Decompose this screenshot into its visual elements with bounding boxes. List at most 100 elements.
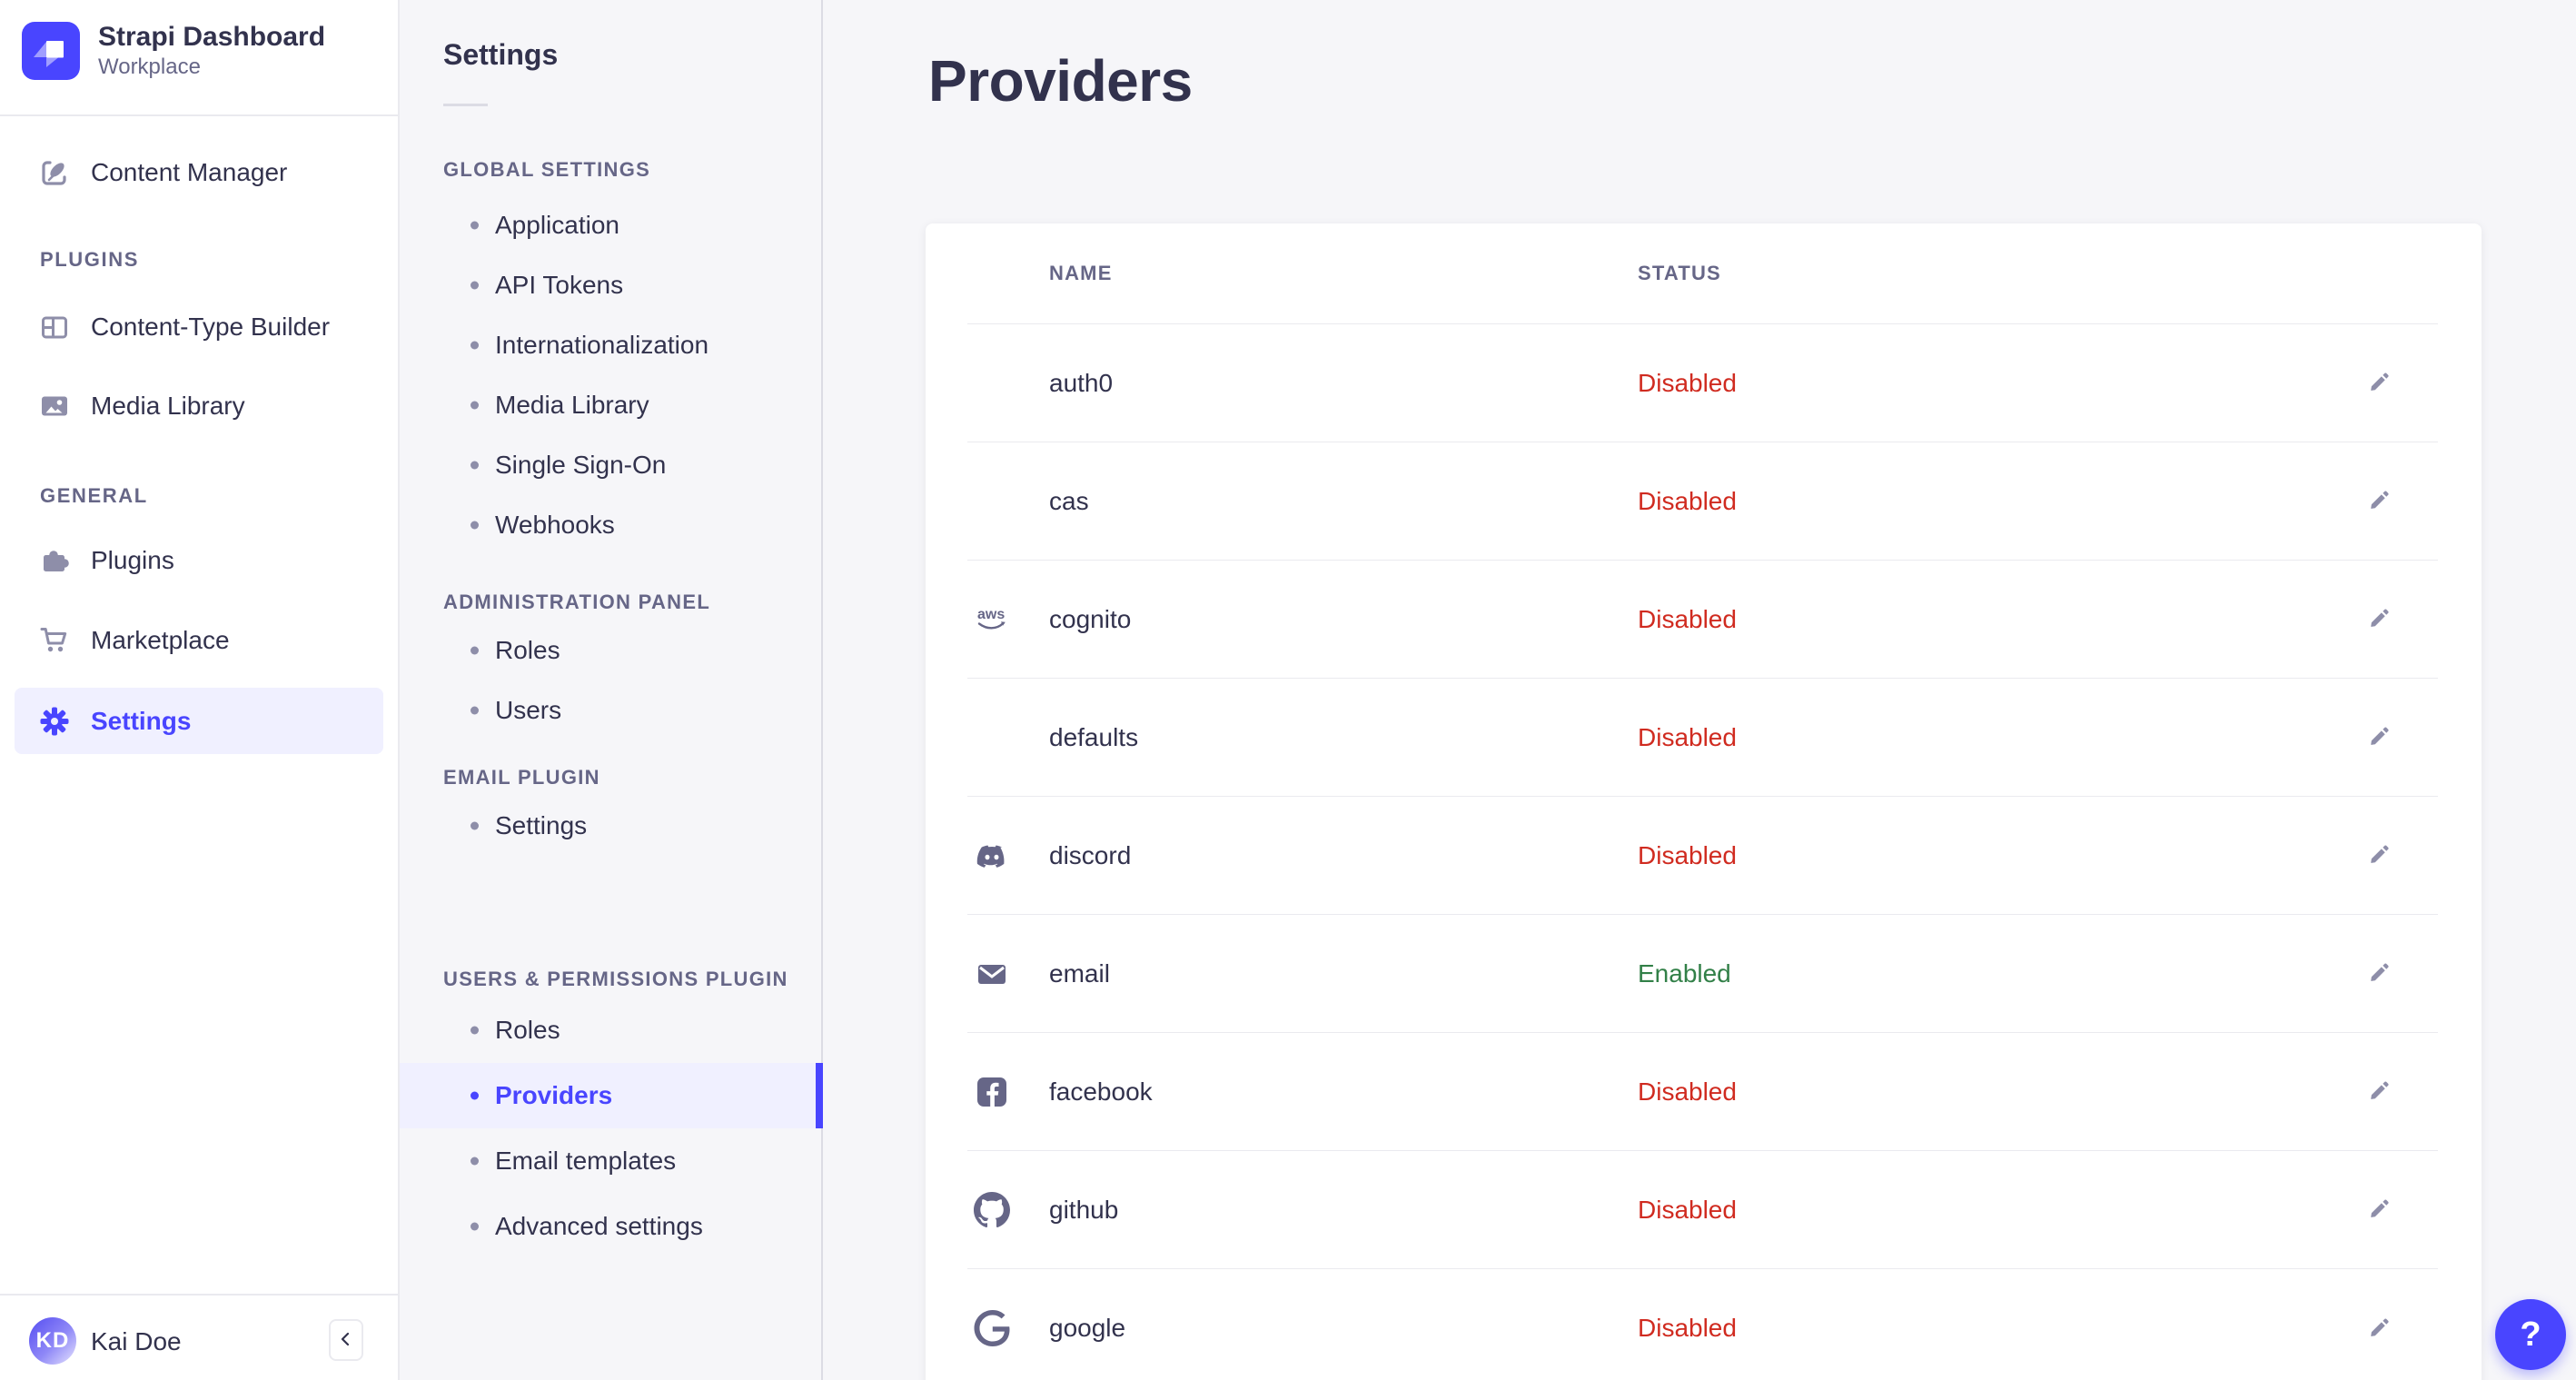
subnav-section-title: EMAIL PLUGIN: [443, 766, 600, 789]
edit-provider-button[interactable]: [2358, 834, 2402, 878]
subnav-item-label: Email templates: [495, 1147, 677, 1175]
edit-provider-button[interactable]: [2358, 1070, 2402, 1114]
user-name: Kai Doe: [91, 1327, 182, 1355]
provider-name: email: [1049, 958, 1110, 988]
subnav-item-label: Settings: [495, 811, 588, 839]
provider-row-cognito[interactable]: aws cognito Disabled: [967, 561, 2438, 679]
subnav-item-email-settings[interactable]: Settings: [400, 796, 821, 856]
bullet-icon: [471, 281, 479, 290]
sidebar-item-marketplace[interactable]: Marketplace: [0, 608, 398, 673]
status-badge: Disabled: [1638, 604, 1737, 633]
table-header-row: NAME STATUS: [967, 223, 2438, 324]
subnav-item-internationalization[interactable]: Internationalization: [400, 315, 821, 375]
edit-provider-button[interactable]: [2358, 598, 2402, 641]
media-library-icon: [38, 390, 71, 422]
footer-divider: [0, 1294, 398, 1296]
provider-name: cas: [1049, 486, 1089, 515]
sidebar-item-content-type-builder[interactable]: Content-Type Builder: [0, 294, 398, 360]
subnav-title: Settings: [443, 38, 559, 71]
help-button[interactable]: ?: [2495, 1299, 2566, 1370]
bullet-icon: [471, 341, 479, 350]
provider-name: github: [1049, 1195, 1119, 1224]
page-title: Providers: [928, 48, 1193, 114]
status-badge: Enabled: [1638, 958, 1731, 988]
github-icon: [974, 1191, 1010, 1228]
sidebar-item-content-manager[interactable]: Content Manager: [0, 140, 398, 205]
status-badge: Disabled: [1638, 1195, 1737, 1224]
google-icon: [974, 1310, 1010, 1346]
subnav-section-administration-panel: ADMINISTRATION PANEL Roles Users: [400, 591, 821, 740]
provider-name: facebook: [1049, 1077, 1153, 1106]
provider-name: cognito: [1049, 604, 1132, 633]
brand-subtitle: Workplace: [98, 55, 201, 79]
bullet-icon: [471, 1026, 479, 1035]
collapse-sidebar-button[interactable]: [329, 1319, 363, 1361]
subnav-item-media-library[interactable]: Media Library: [400, 375, 821, 435]
sidebar-item-settings[interactable]: Settings: [0, 688, 398, 754]
bullet-icon: [471, 221, 479, 230]
provider-row-email[interactable]: email Enabled: [967, 915, 2438, 1033]
workspace-brand: Strapi Dashboard Workplace: [22, 22, 325, 80]
puzzle-icon: [38, 544, 71, 577]
provider-name: google: [1049, 1314, 1126, 1342]
pencil-icon: [2368, 370, 2392, 396]
provider-row-discord[interactable]: discord Disabled: [967, 797, 2438, 915]
edit-provider-button[interactable]: [2358, 362, 2402, 405]
sidebar-item-label: Content-Type Builder: [91, 313, 331, 341]
subnav-item-label: Providers: [495, 1081, 613, 1109]
subnav-item-label: Webhooks: [495, 511, 615, 539]
avatar: KD: [29, 1317, 76, 1365]
subnav-item-advanced-settings[interactable]: Advanced settings: [400, 1194, 821, 1259]
edit-provider-button[interactable]: [2358, 716, 2402, 759]
subnav-item-admin-users[interactable]: Users: [400, 680, 821, 740]
subnav-item-admin-roles[interactable]: Roles: [400, 621, 821, 680]
gear-icon: [38, 705, 71, 738]
edit-provider-button[interactable]: [2358, 1188, 2402, 1232]
settings-subnav: Settings GLOBAL SETTINGS Application API…: [400, 0, 823, 1380]
main-sidebar: Strapi Dashboard Workplace Content Manag…: [0, 0, 400, 1380]
subnav-item-providers[interactable]: Providers: [400, 1063, 823, 1128]
subnav-item-api-tokens[interactable]: API Tokens: [400, 255, 821, 315]
subnav-title-divider: [443, 104, 488, 106]
status-badge: Disabled: [1638, 1077, 1737, 1106]
subnav-item-single-sign-on[interactable]: Single Sign-On: [400, 435, 821, 495]
content-manager-icon: [38, 156, 71, 189]
status-badge: Disabled: [1638, 486, 1737, 515]
provider-name: discord: [1049, 840, 1132, 869]
pencil-icon: [2368, 724, 2392, 750]
provider-row-cas[interactable]: cas Disabled: [967, 442, 2438, 561]
sidebar-item-media-library[interactable]: Media Library: [0, 373, 398, 439]
provider-row-google[interactable]: google Disabled: [967, 1269, 2438, 1380]
subnav-item-up-roles[interactable]: Roles: [400, 998, 821, 1063]
bullet-icon: [471, 461, 479, 470]
facebook-icon: [974, 1074, 1010, 1110]
pencil-icon: [2368, 1078, 2392, 1105]
pencil-icon: [2368, 842, 2392, 869]
subnav-item-label: Internationalization: [495, 331, 709, 359]
provider-row-defaults[interactable]: defaults Disabled: [967, 679, 2438, 797]
pencil-icon: [2368, 1196, 2392, 1223]
bullet-icon: [471, 401, 479, 410]
content-type-builder-icon: [38, 311, 71, 343]
provider-row-auth0[interactable]: auth0 Disabled: [967, 324, 2438, 442]
bullet-icon: [471, 706, 479, 715]
bullet-icon: [471, 646, 479, 655]
edit-provider-button[interactable]: [2358, 1306, 2402, 1350]
pencil-icon: [2368, 960, 2392, 987]
edit-provider-button[interactable]: [2358, 480, 2402, 523]
provider-row-facebook[interactable]: facebook Disabled: [967, 1033, 2438, 1151]
brand-title: Strapi Dashboard: [98, 22, 326, 52]
provider-row-github[interactable]: github Disabled: [967, 1151, 2438, 1269]
subnav-item-email-templates[interactable]: Email templates: [400, 1128, 821, 1194]
subnav-section-title: GLOBAL SETTINGS: [443, 158, 651, 181]
subnav-section-global-settings: GLOBAL SETTINGS Application API Tokens I…: [400, 159, 821, 555]
edit-provider-button[interactable]: [2358, 952, 2402, 996]
subnav-section-email-plugin: EMAIL PLUGIN Settings: [400, 767, 821, 856]
main-content: Providers NAME STATUS auth0 Disabled: [823, 0, 2576, 1380]
bullet-icon: [471, 1091, 479, 1100]
subnav-item-webhooks[interactable]: Webhooks: [400, 495, 821, 555]
bullet-icon: [471, 1222, 479, 1231]
sidebar-item-plugins[interactable]: Plugins: [0, 528, 398, 593]
subnav-item-application[interactable]: Application: [400, 195, 821, 255]
